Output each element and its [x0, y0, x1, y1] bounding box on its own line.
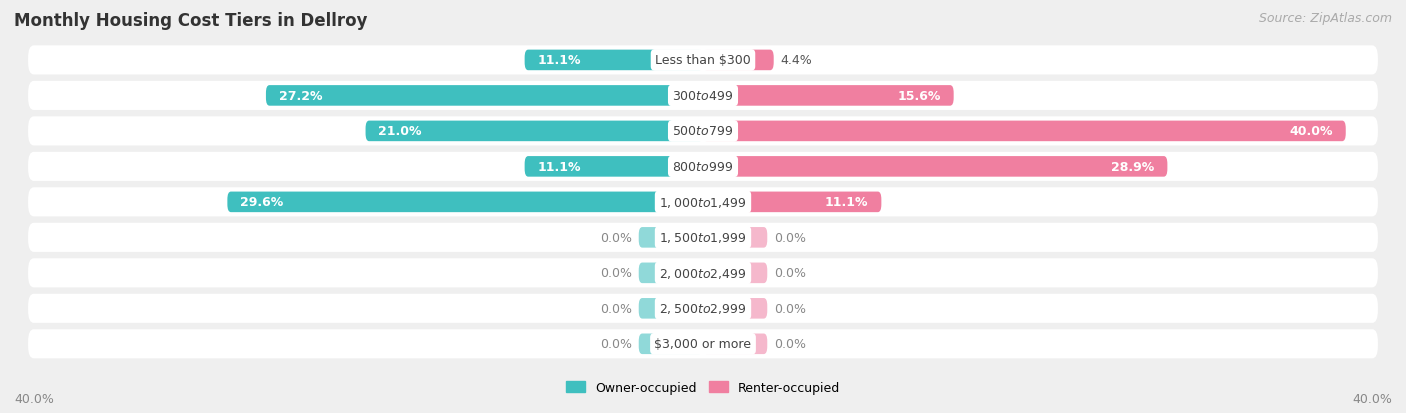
Text: 0.0%: 0.0%: [773, 337, 806, 351]
Text: 29.6%: 29.6%: [240, 196, 284, 209]
Text: 4.4%: 4.4%: [780, 54, 811, 67]
Text: Source: ZipAtlas.com: Source: ZipAtlas.com: [1258, 12, 1392, 25]
FancyBboxPatch shape: [28, 188, 1378, 217]
Text: $1,000 to $1,499: $1,000 to $1,499: [659, 195, 747, 209]
Text: 11.1%: 11.1%: [537, 54, 581, 67]
FancyBboxPatch shape: [638, 334, 703, 354]
FancyBboxPatch shape: [703, 228, 768, 248]
FancyBboxPatch shape: [703, 298, 768, 319]
FancyBboxPatch shape: [28, 152, 1378, 181]
Text: 0.0%: 0.0%: [600, 267, 633, 280]
FancyBboxPatch shape: [228, 192, 703, 213]
Text: Less than $300: Less than $300: [655, 54, 751, 67]
Text: 0.0%: 0.0%: [600, 302, 633, 315]
FancyBboxPatch shape: [703, 192, 882, 213]
FancyBboxPatch shape: [366, 121, 703, 142]
Legend: Owner-occupied, Renter-occupied: Owner-occupied, Renter-occupied: [561, 376, 845, 399]
Text: $2,000 to $2,499: $2,000 to $2,499: [659, 266, 747, 280]
Text: 0.0%: 0.0%: [773, 231, 806, 244]
Text: 40.0%: 40.0%: [1353, 392, 1392, 405]
Text: 11.1%: 11.1%: [537, 161, 581, 173]
Text: $2,500 to $2,999: $2,500 to $2,999: [659, 301, 747, 316]
Text: 40.0%: 40.0%: [14, 392, 53, 405]
FancyBboxPatch shape: [28, 294, 1378, 323]
Text: $1,500 to $1,999: $1,500 to $1,999: [659, 231, 747, 245]
Text: $500 to $799: $500 to $799: [672, 125, 734, 138]
FancyBboxPatch shape: [28, 259, 1378, 288]
FancyBboxPatch shape: [266, 86, 703, 107]
FancyBboxPatch shape: [28, 223, 1378, 252]
FancyBboxPatch shape: [703, 121, 1346, 142]
Text: $300 to $499: $300 to $499: [672, 90, 734, 103]
FancyBboxPatch shape: [703, 334, 768, 354]
Text: 0.0%: 0.0%: [773, 267, 806, 280]
FancyBboxPatch shape: [703, 263, 768, 283]
FancyBboxPatch shape: [703, 50, 773, 71]
FancyBboxPatch shape: [638, 228, 703, 248]
Text: 21.0%: 21.0%: [378, 125, 422, 138]
FancyBboxPatch shape: [638, 298, 703, 319]
Text: 15.6%: 15.6%: [897, 90, 941, 103]
Text: 27.2%: 27.2%: [278, 90, 322, 103]
Text: $3,000 or more: $3,000 or more: [655, 337, 751, 351]
Text: 40.0%: 40.0%: [1289, 125, 1333, 138]
FancyBboxPatch shape: [524, 50, 703, 71]
FancyBboxPatch shape: [638, 263, 703, 283]
Text: $800 to $999: $800 to $999: [672, 161, 734, 173]
FancyBboxPatch shape: [28, 117, 1378, 146]
FancyBboxPatch shape: [703, 157, 1167, 177]
Text: 0.0%: 0.0%: [600, 337, 633, 351]
FancyBboxPatch shape: [28, 82, 1378, 111]
FancyBboxPatch shape: [28, 330, 1378, 358]
Text: 11.1%: 11.1%: [825, 196, 869, 209]
FancyBboxPatch shape: [703, 86, 953, 107]
FancyBboxPatch shape: [28, 46, 1378, 75]
Text: 0.0%: 0.0%: [600, 231, 633, 244]
Text: 0.0%: 0.0%: [773, 302, 806, 315]
Text: Monthly Housing Cost Tiers in Dellroy: Monthly Housing Cost Tiers in Dellroy: [14, 12, 367, 30]
Text: 28.9%: 28.9%: [1111, 161, 1154, 173]
FancyBboxPatch shape: [524, 157, 703, 177]
